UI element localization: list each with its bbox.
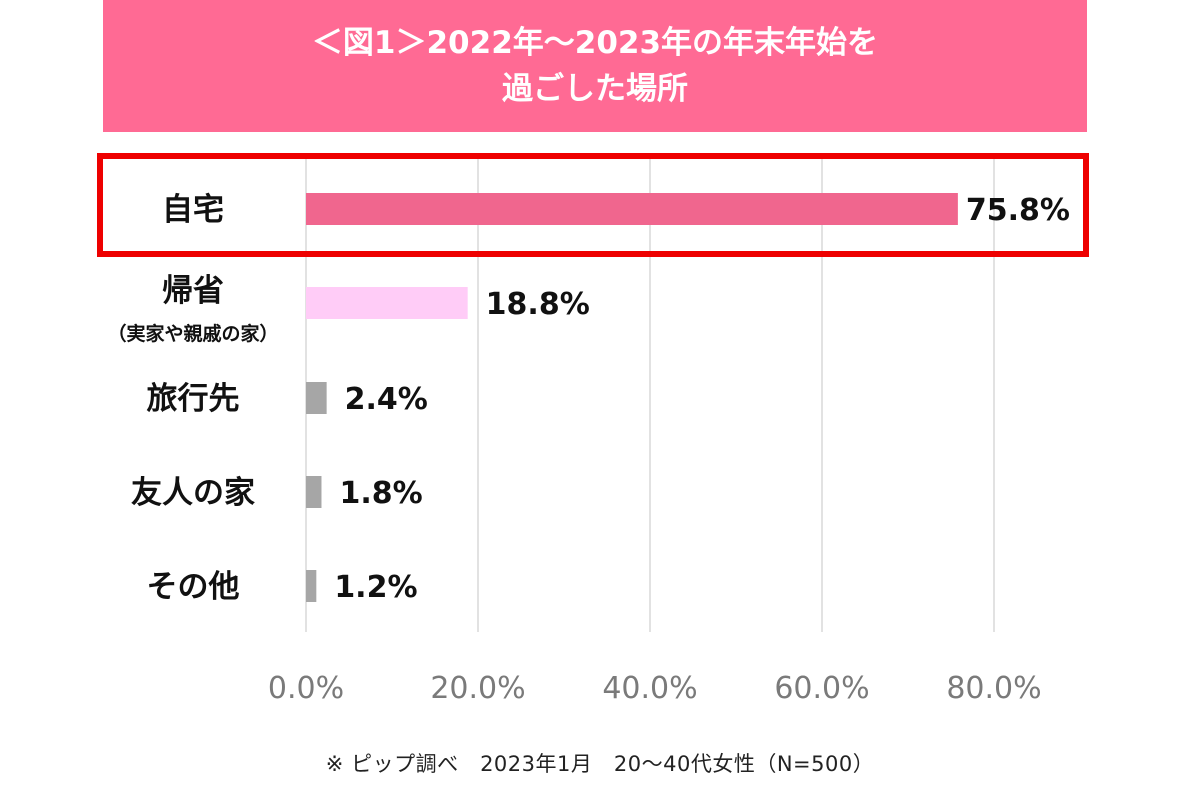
source-footnote: ※ ピップ調べ 2023年1月 20～40代女性（N=500） (325, 752, 875, 776)
category-label: その他 (147, 569, 240, 605)
x-tick-label: 0.0% (268, 671, 344, 706)
bar-3 (306, 476, 322, 508)
data-label: 2.4% (345, 382, 428, 417)
data-label: 18.8% (486, 287, 590, 322)
x-tick-label: 20.0% (430, 671, 525, 706)
category-label: 友人の家 (131, 475, 255, 511)
bar-4 (306, 570, 317, 602)
highlight-frame (97, 153, 1089, 257)
category-label: 自宅 (162, 192, 224, 228)
x-tick-label: 40.0% (602, 671, 697, 706)
bar-0 (306, 193, 958, 225)
chart-title-line1: ＜図1＞2022年～2023年の年末年始を (311, 25, 879, 61)
category-label: 旅行先 (147, 381, 240, 417)
bar-1 (306, 287, 468, 319)
data-label: 75.8% (966, 193, 1070, 228)
category-sublabel: （実家や親戚の家） (107, 322, 278, 345)
chart-title-line2: 過ごした場所 (502, 71, 688, 107)
bar-2 (306, 382, 327, 414)
data-label: 1.8% (339, 476, 422, 511)
category-label: 帰省 (162, 273, 224, 309)
x-tick-label: 80.0% (946, 671, 1041, 706)
data-label: 1.2% (334, 570, 417, 605)
chart-title-banner: ＜図1＞2022年～2023年の年末年始を 過ごした場所 (103, 0, 1087, 132)
x-tick-label: 60.0% (774, 671, 869, 706)
